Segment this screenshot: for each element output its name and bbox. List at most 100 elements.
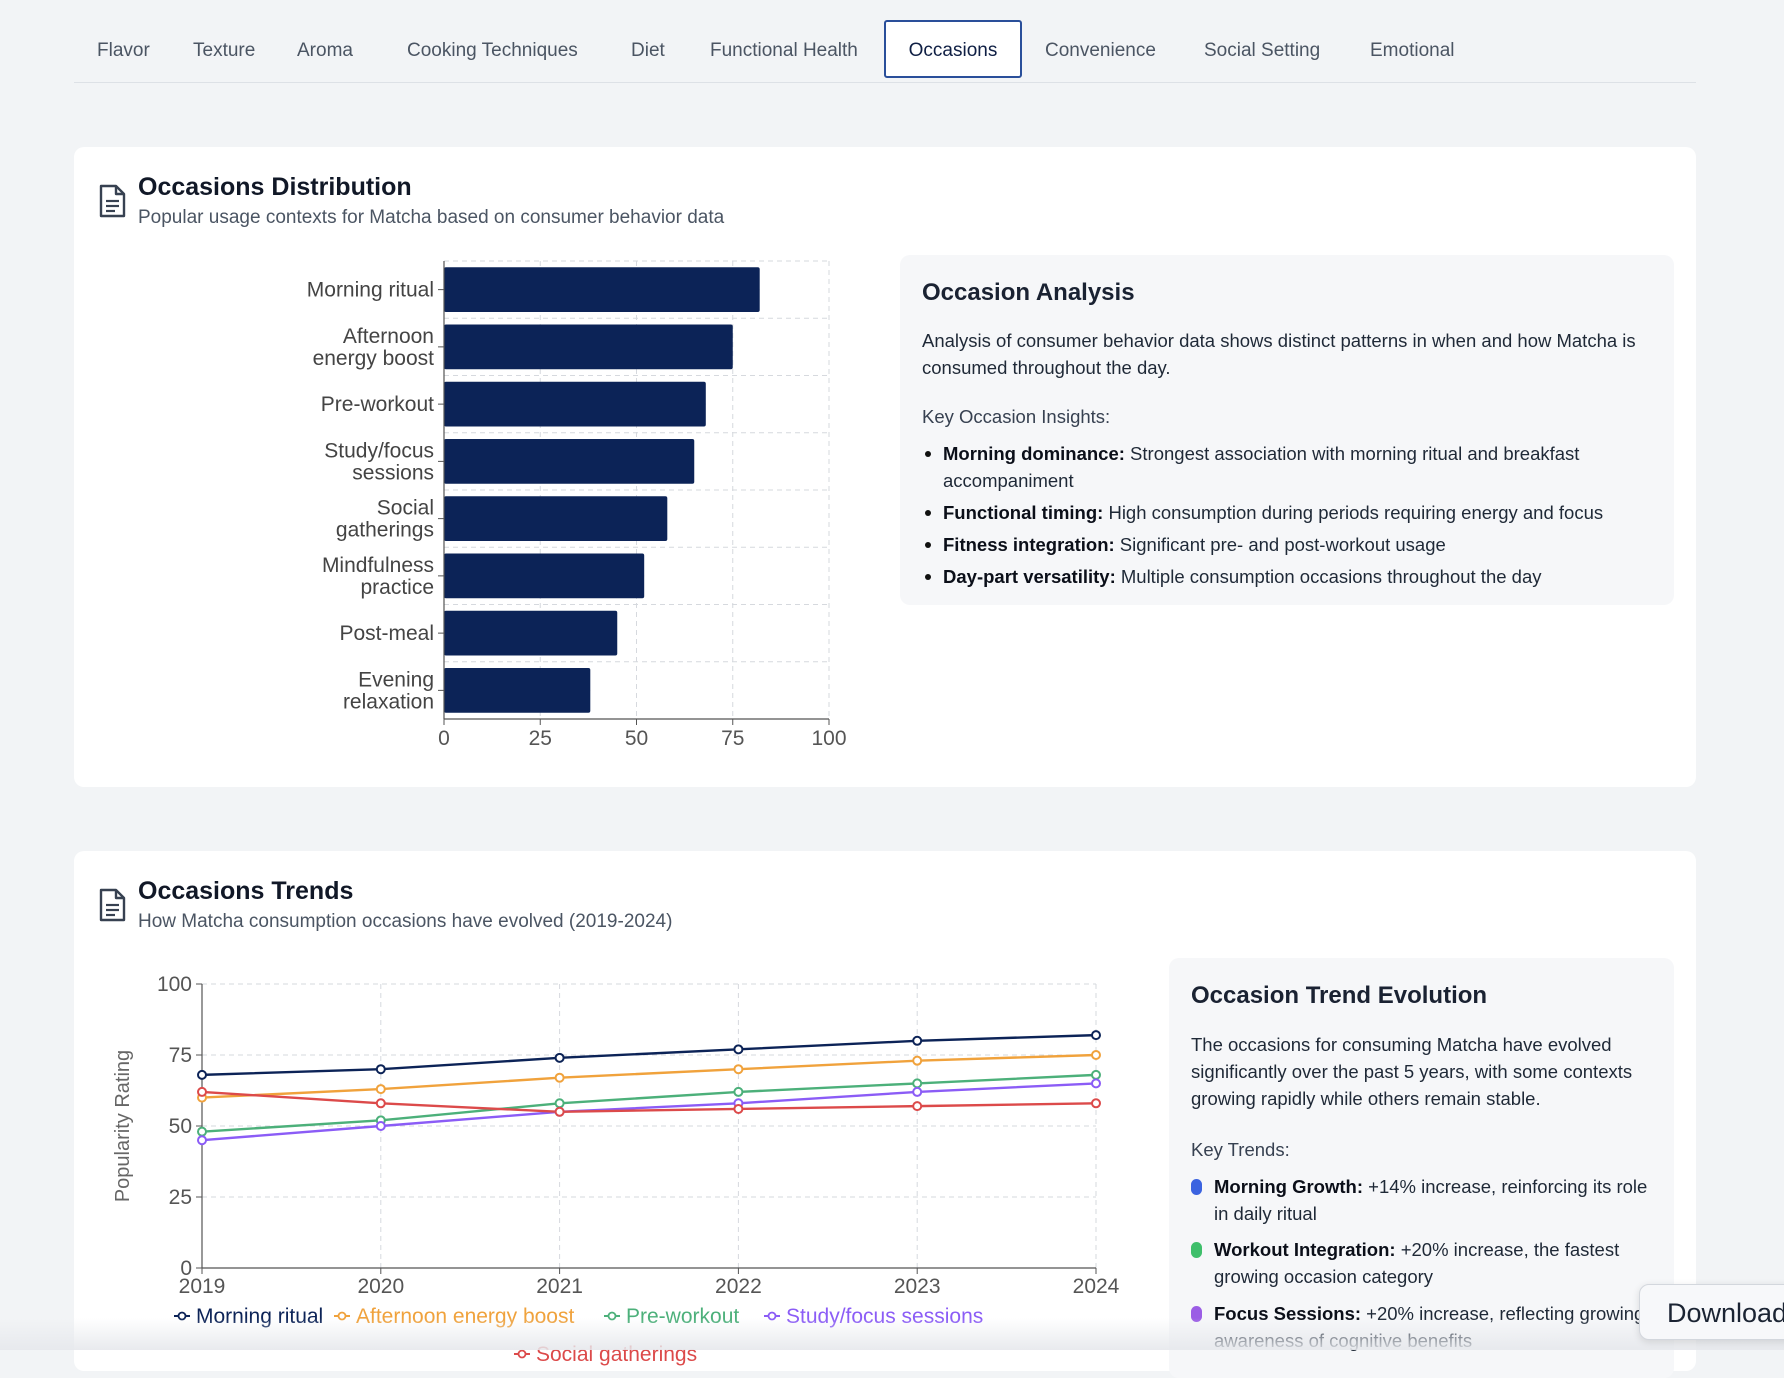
data-point — [554, 1072, 565, 1083]
distribution-subtitle: Popular usage contexts for Matcha based … — [138, 207, 725, 228]
x-tick-label: 2022 — [715, 1275, 762, 1298]
y-tick-label: 25 — [169, 1186, 192, 1209]
trend-dot — [1191, 1179, 1202, 1195]
document-icon — [99, 888, 126, 922]
data-point — [1091, 1030, 1101, 1041]
y-axis-label: Popularity Rating — [112, 1050, 134, 1202]
data-point — [375, 1121, 386, 1131]
tab-diet[interactable]: Diet — [631, 40, 665, 61]
legend-marker — [177, 1311, 187, 1321]
insight-item: Morning dominance: Strongest association… — [922, 440, 1662, 494]
category-tabs: Flavor Texture Aroma Cooking Techniques … — [74, 20, 1696, 83]
data-point — [554, 1052, 565, 1063]
tab-cooking-techniques[interactable]: Cooking Techniques — [407, 40, 578, 61]
occasions-distribution-card: Occasions Distribution Popular usage con… — [74, 147, 1696, 787]
data-point — [733, 1086, 744, 1097]
trend-item: Focus Sessions: +20% increase, reflectin… — [1191, 1300, 1664, 1354]
series-line — [201, 1033, 1097, 1077]
tab-social-setting[interactable]: Social Setting — [1204, 40, 1321, 61]
y-tick-label: 100 — [157, 973, 192, 996]
category-label: Post-meal — [339, 622, 434, 645]
occasions-trends-card: Occasions Trends How Matcha consumption … — [74, 851, 1696, 1378]
data-point — [1091, 1078, 1101, 1089]
bar — [444, 496, 668, 541]
insight-item: Day-part versatility: Multiple consumpti… — [922, 563, 1662, 590]
trend-evolution-panel: Occasion Trend Evolution The occasions f… — [1169, 958, 1674, 1378]
x-tick-label: 50 — [625, 727, 648, 750]
evolution-paragraph: The occasions for consuming Matcha have … — [1191, 1034, 1633, 1109]
category-label: Study/focus sessions — [324, 439, 434, 484]
bar — [444, 553, 645, 599]
insight-item: Functional timing: High consumption duri… — [922, 499, 1662, 526]
bar — [444, 324, 733, 370]
analysis-heading: Occasion Analysis — [922, 279, 1135, 306]
download-button[interactable]: Download — [1639, 1284, 1784, 1340]
data-point — [1091, 1069, 1101, 1080]
series-line — [201, 1090, 1097, 1114]
legend-label: Afternoon energy boost — [356, 1305, 574, 1328]
category-label: Evening relaxation — [343, 668, 434, 713]
tab-aroma[interactable]: Aroma — [297, 40, 353, 61]
data-point — [912, 1101, 923, 1112]
series-line — [201, 1082, 1097, 1142]
category-label: Pre-workout — [321, 393, 434, 416]
occasion-analysis-panel: Occasion Analysis Analysis of consumer b… — [900, 255, 1674, 605]
trends-subtitle: How Matcha consumption occasions have ev… — [138, 911, 673, 932]
legend-label: Pre-workout — [626, 1305, 739, 1328]
x-tick-label: 2024 — [1073, 1275, 1120, 1298]
data-point — [733, 1044, 744, 1055]
series-line — [201, 1053, 1097, 1099]
legend-marker — [337, 1311, 347, 1321]
evolution-heading: Occasion Trend Evolution — [1191, 982, 1488, 1009]
bar — [444, 439, 695, 484]
series-line — [201, 1073, 1097, 1133]
data-point — [197, 1126, 207, 1137]
occasions-line-chart: 0 25 50 75 100 2019 2020 2021 2022 2023 2024 Popula… — [112, 973, 1120, 1366]
x-tick-label: 100 — [811, 727, 846, 750]
insight-item: Fitness integration: Significant pre- an… — [922, 531, 1662, 558]
data-point — [197, 1086, 207, 1097]
trend-item: Workout Integration: +20% increase, the … — [1191, 1236, 1664, 1290]
data-point — [197, 1069, 207, 1080]
legend-label: Morning ritual — [196, 1305, 323, 1328]
category-label: Afternoon energy boost — [313, 325, 435, 370]
category-label: Social gatherings — [336, 497, 434, 542]
analysis-paragraph: Analysis of consumer behavior data shows… — [922, 330, 1636, 378]
y-tick-label: 0 — [180, 1257, 192, 1280]
data-point — [197, 1135, 207, 1146]
data-point — [912, 1055, 923, 1066]
data-point — [733, 1064, 744, 1075]
tab-convenience[interactable]: Convenience — [1045, 40, 1156, 61]
y-tick-label: 75 — [169, 1044, 192, 1067]
document-icon — [99, 184, 126, 218]
legend-label: Social gatherings — [536, 1343, 697, 1366]
x-tick-label: 2019 — [179, 1275, 226, 1298]
x-tick-label: 75 — [721, 727, 744, 750]
tab-flavor[interactable]: Flavor — [97, 40, 150, 61]
x-tick-label: 2020 — [357, 1275, 404, 1298]
bar — [444, 668, 591, 713]
y-tick-label: 50 — [169, 1115, 192, 1138]
x-tick-label: 2023 — [894, 1275, 941, 1298]
trend-dot — [1191, 1242, 1202, 1258]
data-point — [375, 1064, 386, 1075]
occasions-bar-chart: 0 25 50 75 100 Morning ritual Afternoon energy … — [307, 260, 847, 750]
tab-texture[interactable]: Texture — [193, 40, 256, 61]
distribution-title: Occasions Distribution — [138, 173, 412, 201]
data-point — [912, 1035, 923, 1046]
data-point — [733, 1103, 744, 1114]
insights-label: Key Occasion Insights: — [922, 406, 1111, 427]
trend-dot — [1191, 1306, 1202, 1322]
tab-emotional[interactable]: Emotional — [1370, 40, 1455, 61]
category-label: Morning ritual — [307, 279, 434, 302]
data-point — [375, 1084, 386, 1095]
tab-functional-health[interactable]: Functional Health — [710, 40, 858, 61]
data-point — [1091, 1098, 1101, 1109]
tab-occasions[interactable]: Occasions — [884, 20, 1022, 78]
bar — [444, 381, 706, 427]
data-point — [1091, 1050, 1101, 1060]
data-point — [912, 1078, 923, 1089]
trends-label: Key Trends: — [1191, 1139, 1290, 1160]
legend-marker — [767, 1311, 777, 1321]
legend-marker — [607, 1311, 617, 1321]
